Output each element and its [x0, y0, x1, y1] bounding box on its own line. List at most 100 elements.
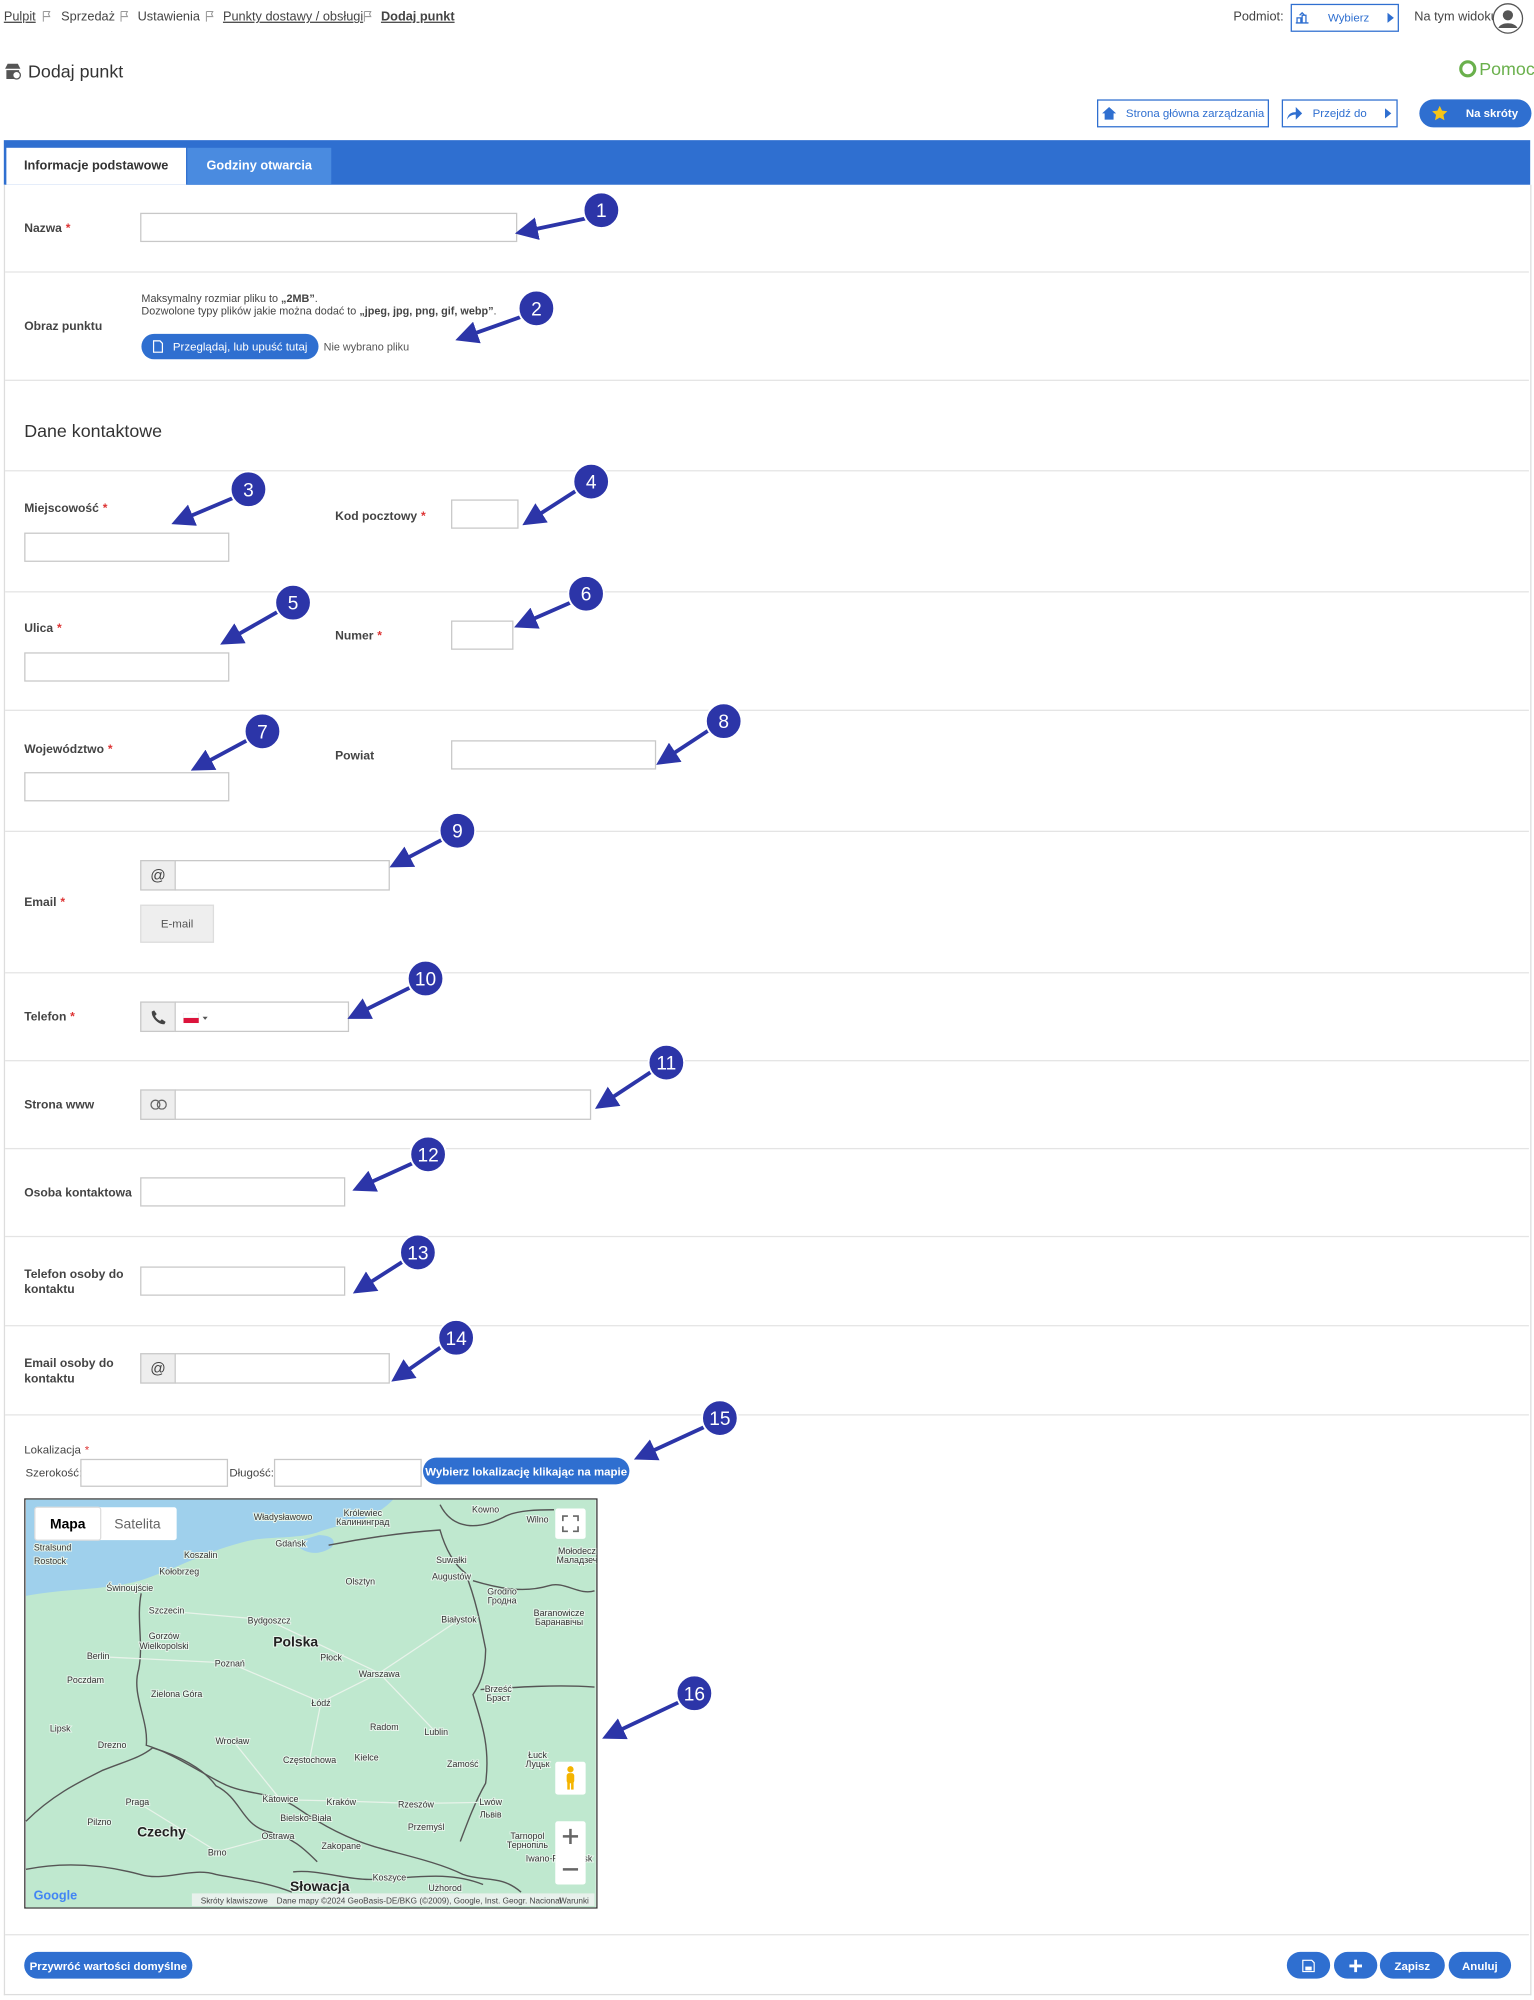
fullscreen-button[interactable]: [555, 1508, 586, 1539]
row-divider: [5, 591, 1529, 593]
phone-input[interactable]: [174, 1001, 350, 1033]
field-label: Obraz punktu: [24, 319, 103, 334]
map-label: Użhorod: [428, 1883, 462, 1893]
map-label: Łódź: [311, 1698, 330, 1708]
label-text: Województwo: [24, 742, 104, 757]
map-label: Rzeszów: [398, 1799, 435, 1809]
map-label: Маладзечна: [556, 1555, 597, 1565]
map-roads: [98, 1610, 491, 1853]
reset-button[interactable]: Przywróć wartości domyślne: [24, 1951, 193, 1979]
website-input[interactable]: [174, 1089, 592, 1120]
label-text: Telefon: [24, 1010, 67, 1025]
map-label: Radom: [370, 1722, 399, 1732]
goto-button-text: Przejdź do: [1312, 107, 1367, 120]
longitude-label: Długość:: [229, 1466, 274, 1480]
page-title: Dodaj punkt: [28, 61, 124, 82]
contact-person-input[interactable]: [140, 1177, 346, 1207]
flag-select[interactable]: [183, 1012, 208, 1024]
field-label: kontaktu: [24, 1372, 75, 1387]
map-label: Olsztyn: [345, 1576, 375, 1586]
map-label: Гродна: [488, 1595, 517, 1605]
map-label: Kraków: [326, 1797, 356, 1807]
pick-on-map-button[interactable]: Wybierz lokalizację klikając na mapie: [423, 1457, 630, 1485]
required-mark: *: [107, 742, 113, 757]
map-label: Królewiec: [344, 1508, 383, 1518]
icon: [1101, 107, 1116, 120]
file-button[interactable]: Przeglądaj, lub upuść tutaj: [141, 333, 319, 360]
zoom-in[interactable]: [562, 1828, 579, 1845]
avatar[interactable]: [1492, 3, 1524, 35]
latitude-input[interactable]: [80, 1458, 229, 1487]
map-label: Augustów: [432, 1571, 472, 1581]
map-bay: [293, 1535, 334, 1553]
field-label: Miejscowość *: [24, 502, 107, 516]
shortcuts-button[interactable]: Na skróty: [1419, 99, 1532, 128]
county-input[interactable]: [451, 740, 657, 770]
help-link[interactable]: Pomoc: [1479, 58, 1534, 79]
row-divider: [5, 1147, 1529, 1150]
title-icon: [5, 63, 22, 80]
voivodeship-input[interactable]: [24, 772, 230, 802]
contact-phone-input[interactable]: [140, 1266, 346, 1296]
map-shortcuts[interactable]: Skróty klawiszowe: [201, 1897, 269, 1906]
map-label: Kielce: [355, 1752, 379, 1762]
longitude-input[interactable]: [273, 1458, 422, 1487]
map-type-option[interactable]: [34, 1506, 102, 1541]
tab-active[interactable]: Informacje podstawowe: [6, 147, 187, 185]
goto-button[interactable]: Przejdź do: [1281, 99, 1398, 128]
map-label: Wielkopolski: [139, 1641, 188, 1651]
map-label: Lublin: [424, 1727, 448, 1737]
breadcrumb-current[interactable]: Dodaj punkt: [380, 10, 455, 25]
home-button[interactable]: Strona główna zarządzania: [1097, 99, 1270, 128]
required-mark: *: [56, 621, 62, 636]
map-label: Gdańsk: [275, 1538, 306, 1548]
row-divider: [5, 709, 1529, 711]
city-input[interactable]: [24, 532, 230, 562]
map-label: Baranowicze: [534, 1608, 585, 1618]
label-text: Nazwa: [24, 221, 62, 236]
map-label: Kowno: [472, 1504, 499, 1514]
name-input[interactable]: [140, 212, 518, 243]
tab[interactable]: Godziny otwarcia: [187, 147, 332, 185]
cancel-button[interactable]: Anuluj: [1448, 1951, 1512, 1979]
map-attribution: Dane mapy ©2024 GeoBasis-DE/BKG (©2009),…: [277, 1897, 562, 1906]
save-new-button[interactable]: [1333, 1951, 1378, 1979]
breadcrumb-link[interactable]: Pulpit: [3, 10, 36, 25]
street-input[interactable]: [24, 652, 230, 682]
map-type-label[interactable]: Satelita: [114, 1516, 161, 1532]
label-text: Miejscowość: [24, 501, 99, 517]
map-label: Lwów: [479, 1797, 502, 1807]
breadcrumb-item: Ustawienia: [137, 10, 200, 25]
email-input[interactable]: [174, 860, 390, 891]
row-divider: [5, 271, 1529, 273]
map-label: Bydgoszcz: [248, 1616, 291, 1626]
field-label: Email osoby do: [24, 1356, 114, 1371]
map-label: Тернопіль: [507, 1840, 549, 1850]
save-close-button[interactable]: [1286, 1951, 1331, 1979]
required-mark: *: [102, 501, 108, 517]
row-divider: [5, 1934, 1529, 1936]
map-type-label[interactable]: Mapa: [50, 1516, 86, 1532]
number-input[interactable]: [451, 620, 514, 650]
required-mark: *: [60, 895, 66, 910]
field-label: Powiat: [335, 749, 375, 764]
breadcrumb-link[interactable]: Punkty dostawy / obsługi: [222, 10, 364, 25]
file-status: Nie wybrano pliku: [323, 340, 410, 353]
map-label: Praga: [126, 1797, 150, 1807]
contact-email-input[interactable]: [174, 1353, 390, 1384]
label-text: Email: [24, 895, 57, 910]
required-mark: *: [65, 221, 71, 236]
save-button[interactable]: Zapisz: [1379, 1951, 1445, 1979]
home-button-text: Strona główna zarządzania: [1125, 107, 1265, 120]
postal-input[interactable]: [451, 499, 519, 529]
field-label: Ulica *: [24, 622, 61, 636]
icon: [150, 1009, 165, 1024]
map-label: Gorzów: [149, 1631, 180, 1641]
map-label: Bielsko-Biała: [280, 1813, 331, 1823]
map-label: Ostrawa: [261, 1831, 294, 1841]
map-terms[interactable]: Warunki: [559, 1897, 589, 1906]
required-mark: *: [84, 1443, 90, 1457]
subject-button[interactable]: Wybierz: [1290, 3, 1399, 32]
